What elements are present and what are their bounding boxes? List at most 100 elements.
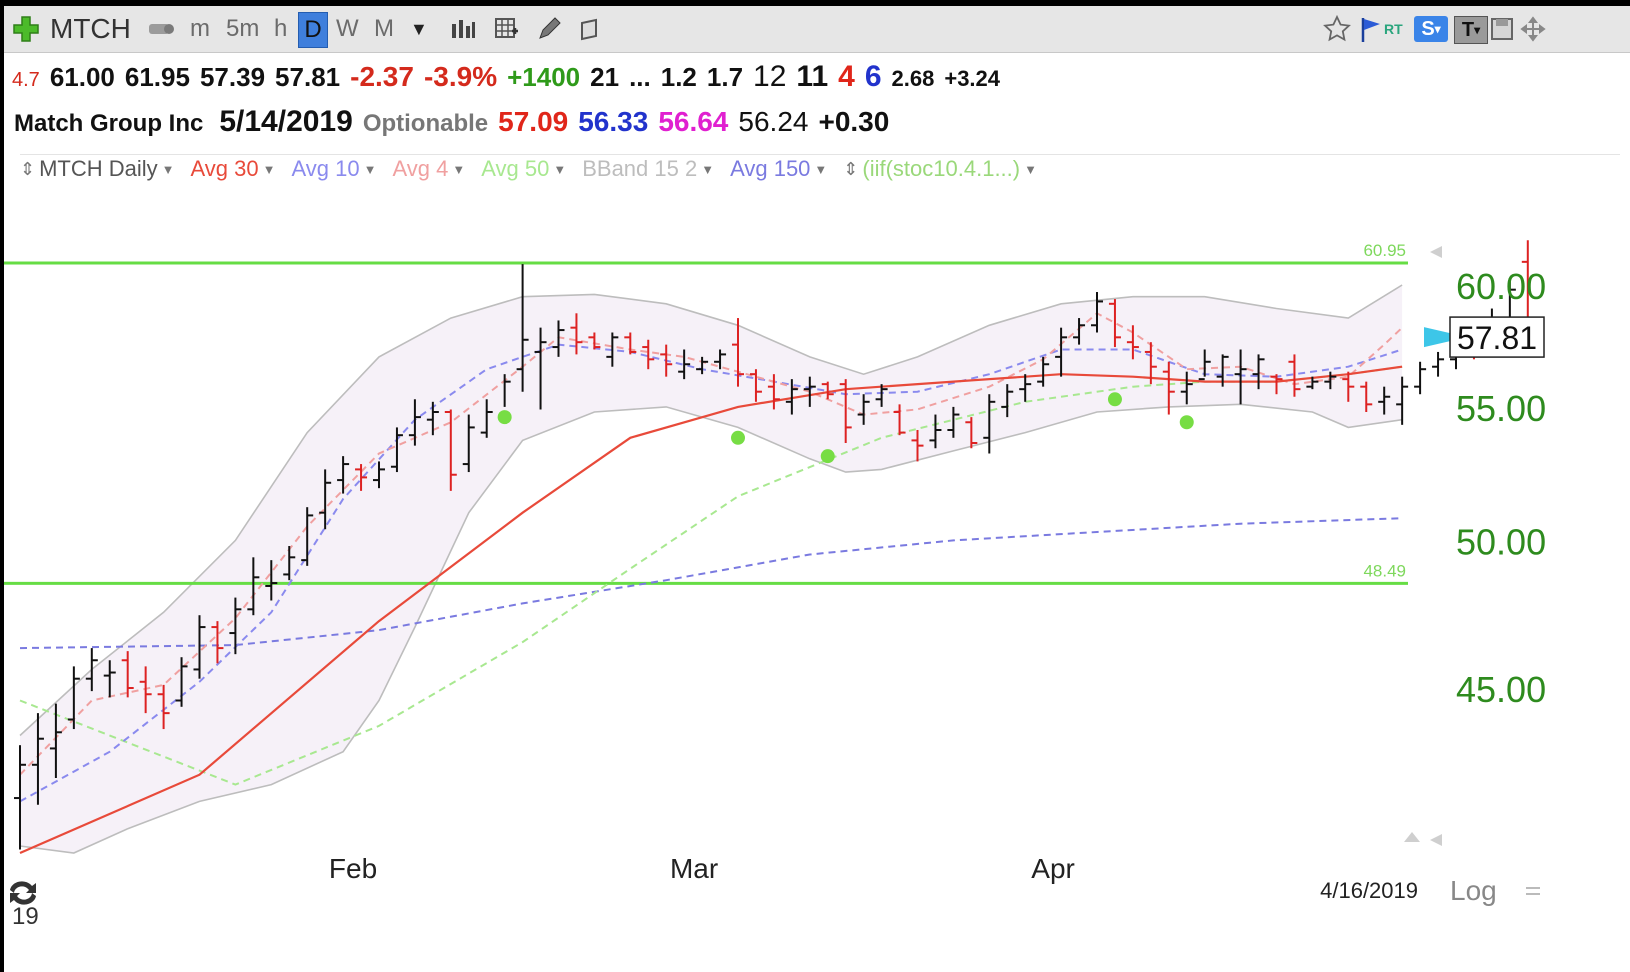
date-axis: Feb Mar Apr 4/16/2019 Log 19	[12, 853, 1497, 930]
interval-month[interactable]: M	[374, 15, 394, 42]
date-marker: 4/16/2019	[1320, 878, 1418, 903]
chevron-down-icon[interactable]: ▼	[701, 161, 715, 177]
x-tick-label: Apr	[1031, 853, 1075, 884]
bar-chart-icon[interactable]	[448, 12, 478, 46]
updown-arrows-icon[interactable]: ⇕	[20, 158, 36, 179]
interval-dropdown-icon[interactable]: ▼	[410, 18, 428, 39]
quote-value-2-68: 2.68	[891, 66, 935, 91]
ohlc-bar	[660, 344, 673, 377]
avg4-value: 56.64	[658, 106, 729, 137]
interval-h[interactable]: h	[274, 15, 288, 42]
plus-icon	[13, 16, 39, 42]
x-tick-label: Feb	[329, 853, 377, 884]
legend-avg10[interactable]: Avg 10	[291, 156, 360, 181]
interval-w[interactable]: W	[336, 15, 359, 42]
quote-line-2: Match Group Inc 5/14/2019 Optionable 57.…	[14, 105, 899, 145]
ohlc-bar	[516, 264, 529, 392]
ohlc-bar	[1001, 384, 1014, 418]
ohlc-bar	[1288, 354, 1301, 397]
ohlc-bar	[1234, 349, 1247, 405]
legend-chart-name[interactable]: MTCH Daily	[39, 156, 158, 181]
legend-avg4[interactable]: Avg 4	[392, 156, 449, 181]
ohlc-bar	[785, 379, 798, 415]
ohlc-bar	[732, 318, 744, 387]
trade-label: T	[1461, 18, 1475, 41]
ohlc-bar	[714, 349, 727, 370]
ohlc-bar	[14, 745, 26, 850]
legend-avg50[interactable]: Avg 50	[481, 156, 550, 181]
window-icon[interactable]	[576, 12, 606, 46]
interval-d[interactable]: D	[298, 12, 328, 48]
move-icon[interactable]	[1518, 12, 1548, 46]
flag-icon[interactable]	[1358, 12, 1384, 46]
updown-arrows-icon[interactable]: ⇕	[843, 158, 859, 179]
star-icon[interactable]	[1320, 12, 1354, 46]
ohlc-bar	[570, 313, 583, 355]
y-tick-label: 55.00	[1456, 388, 1546, 429]
pencil-icon[interactable]	[534, 12, 564, 46]
chevron-down-icon[interactable]: ▼	[262, 161, 276, 177]
scan-button[interactable]: S ▾	[1414, 16, 1448, 42]
chevron-down-icon[interactable]: ▼	[452, 161, 466, 177]
add-symbol-button[interactable]	[10, 12, 42, 46]
scroll-left-icon	[1430, 246, 1442, 258]
ohlc-bar	[624, 332, 637, 355]
ohlc-bar	[1180, 371, 1193, 405]
symbol-field[interactable]: MTCH	[50, 13, 131, 44]
trade-button[interactable]: T ▾	[1454, 16, 1488, 44]
save-icon[interactable]	[1488, 12, 1516, 46]
scan-label: S	[1421, 17, 1435, 40]
interval-5m[interactable]: 5m	[226, 15, 260, 42]
ohlc-bar	[49, 703, 62, 778]
ohlc-bar	[1126, 325, 1139, 360]
ohlc-bar	[139, 666, 152, 714]
price-change: -2.37	[350, 61, 414, 92]
chevron-down-icon[interactable]: ▼	[1024, 161, 1037, 177]
interval-m[interactable]: m	[190, 15, 210, 42]
chevron-down-icon[interactable]: ▼	[553, 161, 567, 177]
y-tick-label: 60.00	[1456, 266, 1546, 307]
ohlc-bar	[85, 648, 98, 692]
price-chart[interactable]: 60.95 48.49 45.00 50.00 55.00 60.00 57.81 Feb…	[4, 6, 1630, 972]
ohlc-bar	[480, 399, 493, 438]
ohlc-bar	[67, 666, 80, 730]
legend-avg150[interactable]: Avg 150	[730, 156, 811, 181]
ohlc-bar	[229, 597, 242, 655]
ohlc-bar	[875, 384, 888, 407]
scroll-up-icon	[1404, 832, 1420, 842]
hline-label-0: 60.95	[1363, 241, 1406, 260]
ohlc-bar	[1055, 327, 1068, 377]
x-tick-label: Mar	[670, 853, 718, 884]
quote-value-12: 12	[753, 60, 787, 93]
ohlc-bar	[247, 557, 260, 616]
low-price: 57.39	[199, 62, 266, 92]
refresh-arrow-top	[10, 881, 36, 893]
realtime-badge[interactable]: RT	[1384, 21, 1403, 37]
ohlc-bar	[1324, 371, 1337, 390]
chevron-down-icon[interactable]: ▼	[814, 161, 828, 177]
chevron-down-icon[interactable]: ▼	[363, 161, 377, 177]
ohlc-bar	[462, 414, 475, 473]
ohlc-bar	[1306, 376, 1319, 390]
ohlc-bar	[1037, 356, 1050, 387]
legend-avg30[interactable]: Avg 30	[190, 156, 259, 181]
legend-indicator[interactable]: (iif(stoc10.4.1...)	[862, 156, 1021, 181]
ohlc-bar	[749, 369, 762, 402]
volume-change: +1400	[507, 62, 581, 92]
ohlc-bar	[911, 430, 924, 462]
chevron-down-icon[interactable]: ▼	[161, 161, 175, 177]
ohlc-bar	[373, 461, 385, 489]
legend-bband[interactable]: BBand 15 2	[582, 156, 698, 181]
link-icon[interactable]	[144, 12, 178, 46]
ohlc-bar	[175, 657, 188, 707]
ohlc-bar	[1432, 351, 1445, 377]
ohlc-bar	[444, 409, 457, 491]
horizontal-lines: 60.95 48.49	[4, 241, 1408, 585]
ohlc-bar	[1252, 354, 1265, 390]
toolbar: MTCH m 5m h D W M ▼ RT S ▾	[4, 6, 1630, 53]
quote-value-a: 4.7	[12, 69, 40, 91]
ohlc-bar	[965, 417, 978, 449]
ohlc-bar	[839, 379, 852, 444]
quote-value-21: 21	[590, 62, 620, 92]
grid-icon[interactable]	[492, 12, 522, 46]
